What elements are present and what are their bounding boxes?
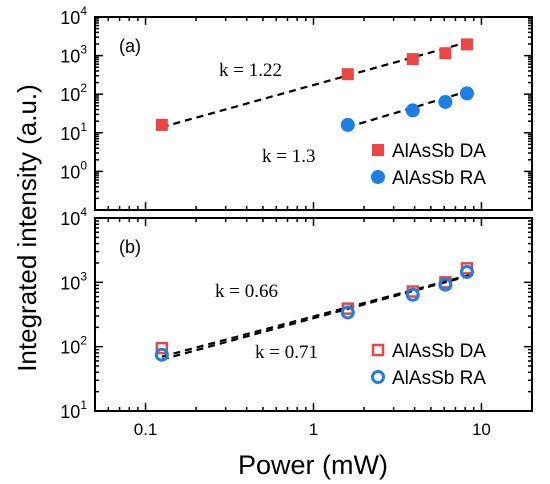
- data-point: [438, 94, 453, 109]
- y-tick-label: 102: [60, 334, 87, 358]
- legend-label: AlAsSb DA: [392, 141, 486, 162]
- fit-line: [161, 40, 470, 129]
- y-axis-label: Integrated intensity (a.u.): [12, 84, 42, 372]
- data-point: [340, 117, 355, 132]
- x-axis-label: Power (mW): [238, 450, 388, 480]
- data-point: [460, 38, 473, 51]
- legend-marker: [371, 343, 385, 357]
- data-point: [154, 347, 169, 362]
- data-point: [405, 287, 420, 302]
- y-tick-label: 101: [60, 398, 87, 422]
- panel-label: (b): [119, 237, 141, 257]
- data-point: [341, 68, 354, 81]
- data-point: [459, 86, 474, 101]
- data-point: [438, 277, 453, 292]
- y-tick-label: 101: [60, 120, 87, 144]
- y-tick-label: 104: [60, 4, 87, 28]
- panel-a: 100 101 102 103 104 (a) k = 1.22 k = 1.3 AlAsSb …: [60, 4, 533, 211]
- legend-marker: [371, 170, 385, 184]
- x-tick-label: 0.1: [134, 420, 158, 439]
- fit-label: k = 1.22: [219, 60, 282, 81]
- legend-marker: [372, 144, 384, 156]
- data-point: [459, 264, 474, 279]
- legend-label: AlAsSb DA: [392, 341, 486, 362]
- data-point: [155, 341, 169, 355]
- x-tick-label: 10: [472, 420, 491, 439]
- panel-label: (a): [119, 36, 141, 56]
- fit-label: k = 0.66: [215, 281, 278, 302]
- x-tick-label: 1: [309, 420, 318, 439]
- y-tick-label: 104: [60, 205, 87, 229]
- legend-label: AlAsSb RA: [392, 168, 486, 189]
- data-point: [155, 118, 168, 131]
- panel-b: 0.1 1 10 101 102 103 104 (b) k = 0.66 k = 0.71 AlA…: [60, 205, 533, 439]
- y-tick-label: 102: [60, 81, 87, 105]
- data-point: [439, 47, 452, 60]
- legend-marker: [371, 370, 385, 384]
- y-tick-label: 100: [60, 158, 87, 182]
- fit-label: k = 1.3: [262, 146, 315, 167]
- data-point: [405, 103, 420, 118]
- y-tick-label: 103: [60, 269, 87, 293]
- y-tick-label: 103: [60, 43, 87, 67]
- data-point: [340, 305, 355, 320]
- data-point: [406, 53, 419, 66]
- fit-label: k = 0.71: [255, 342, 318, 363]
- legend-label: AlAsSb RA: [392, 368, 486, 389]
